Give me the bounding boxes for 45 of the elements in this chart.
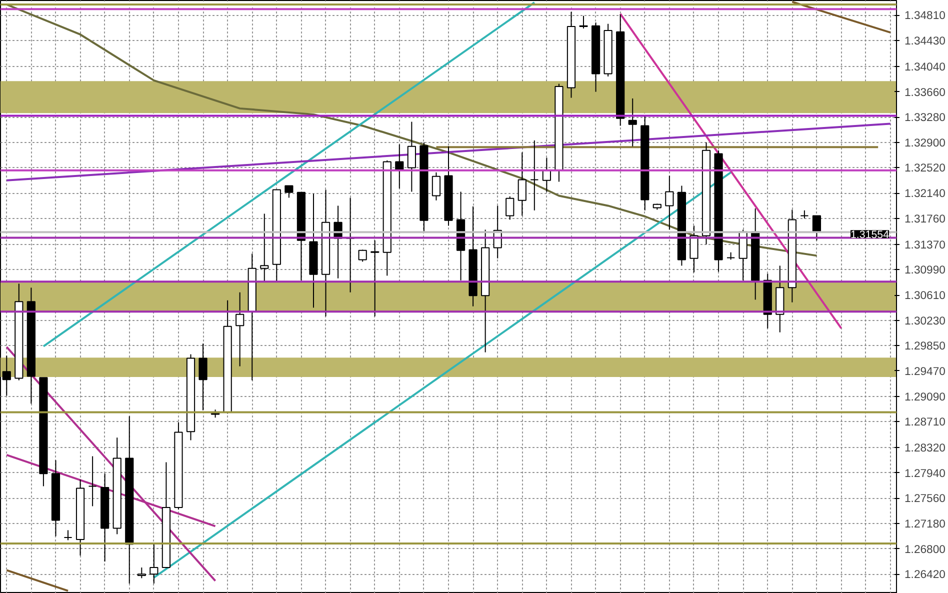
candlestick: [407, 121, 416, 192]
candlestick: [150, 544, 158, 584]
y-tick-label: 1.27940: [904, 468, 946, 480]
y-tick-label: 1.32520: [904, 162, 946, 175]
candlestick: [137, 567, 146, 579]
candlestick: [370, 240, 380, 317]
y-tick-label: 1.27560: [904, 493, 946, 506]
candlestick: [358, 249, 367, 262]
candlestick: [198, 343, 208, 411]
y-tick-label: 1.29470: [904, 366, 946, 378]
y-tick-label: 1.30990: [904, 264, 946, 277]
y-tick-label: 1.26420: [904, 569, 946, 582]
candlestick: [236, 292, 244, 367]
candlestick: [88, 456, 97, 507]
ref-line-label: 1.31554: [850, 229, 890, 242]
y-tick-label: 1.32140: [904, 188, 946, 200]
candlestick: [395, 144, 404, 189]
candlestick: [64, 530, 72, 541]
y-tick-label: 1.34810: [904, 10, 946, 22]
y-tick-label: 1.34430: [904, 35, 946, 48]
y-tick-label: 1.27180: [904, 518, 946, 531]
y-tick-label: 1.30230: [904, 315, 946, 328]
candlestick: [530, 140, 539, 211]
candlestick: [506, 196, 514, 220]
y-tick-label: 1.32900: [904, 137, 946, 150]
y-tick-label: 1.34040: [904, 61, 946, 74]
candlestick: [518, 152, 526, 216]
candlestick: [690, 225, 698, 273]
y-tick-label: 1.29090: [904, 391, 946, 404]
y-tick-label: 1.31760: [904, 213, 946, 226]
y-tick-label: 1.31370: [904, 239, 946, 252]
y-tick-label: 1.28710: [904, 416, 946, 429]
candlestick: [260, 213, 269, 283]
y-tick-label: 1.29850: [904, 340, 946, 353]
y-tick-label: 1.28320: [904, 442, 946, 455]
y-tick-label: 1.26800: [904, 544, 946, 556]
candlestick: [432, 172, 441, 201]
candlestick: [665, 175, 674, 230]
y-tick-label: 1.33660: [904, 86, 946, 99]
candlestick: [284, 185, 294, 198]
y-tick-label: 1.30610: [904, 290, 946, 302]
candlestick: [628, 98, 637, 147]
candlestick: [812, 215, 822, 241]
y-tick-label: 1.33280: [904, 112, 946, 124]
candlestick: [579, 15, 588, 29]
